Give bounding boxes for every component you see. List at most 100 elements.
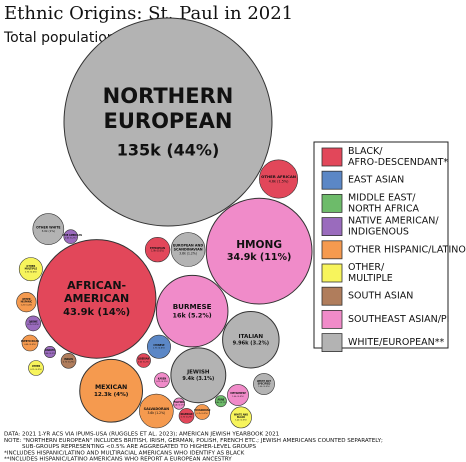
note: NOTE: "NORTHERN EUROPEAN" INCLUDES BRITI… bbox=[4, 438, 383, 444]
bubble-label: SCANDINAVIAN bbox=[174, 248, 203, 252]
bubble-value-label: 9.96k (3.2%) bbox=[233, 341, 269, 347]
bubble-value-label: 0.7k (0.2%) bbox=[27, 324, 39, 326]
legend-label: EAST ASIAN bbox=[348, 175, 404, 186]
bubble-value-label: 3.6k (1.2%) bbox=[179, 252, 197, 256]
bubble-value-label: 0.6k (0.2%) bbox=[65, 237, 77, 239]
bubble-value-label: 0.7k (0.2%) bbox=[156, 381, 168, 383]
bubble-label: MULTIPLE bbox=[25, 268, 38, 271]
bubble bbox=[154, 372, 170, 388]
bubble bbox=[253, 373, 275, 395]
bubble-label: EUROPEAN bbox=[104, 109, 233, 133]
bubble-label: DAKOTA bbox=[45, 349, 55, 352]
bubble-value-label: 4.6k (1.5%) bbox=[269, 179, 290, 183]
bubble-label: CHINESE bbox=[153, 344, 165, 347]
bubble bbox=[144, 237, 171, 263]
bubble-label: OJIBWE bbox=[29, 321, 38, 324]
bubble bbox=[194, 404, 211, 420]
legend-label: AFRO-DESCENDANT* bbox=[348, 157, 448, 168]
legend-swatch bbox=[321, 170, 343, 190]
bubble-value-label: 0.7k (0.2%) bbox=[63, 362, 75, 364]
bubble-label: JEWISH bbox=[186, 370, 210, 376]
bubble-label: INDIAN bbox=[64, 358, 73, 361]
bubble-label: ITALIAN bbox=[239, 334, 264, 340]
note: SUB-GROUPS REPRESENTING <0.5% ARE AGGREG… bbox=[22, 444, 256, 450]
bubble-label: NATIVE AMERICAN bbox=[59, 234, 82, 237]
bubble-value-label: 34.9k (11%) bbox=[227, 252, 292, 263]
bubble-label: WHITE NOT bbox=[257, 380, 271, 383]
bubble bbox=[63, 229, 78, 244]
bubble-value-label: 0.7k (0.2%) bbox=[197, 413, 209, 415]
bubble bbox=[170, 347, 227, 404]
bubble-label: AFRICAN- bbox=[67, 279, 126, 292]
bubble bbox=[173, 397, 185, 410]
legend-label: SOUTHEAST ASIAN/PI bbox=[348, 314, 449, 325]
bubble-value-label: 3.6k (1.2%) bbox=[148, 411, 166, 415]
bubble-value-label: 3.0k (1%) bbox=[42, 229, 56, 233]
legend-swatch bbox=[321, 193, 343, 213]
bubble-label: BURMESE bbox=[173, 302, 212, 311]
legend-swatch bbox=[321, 147, 343, 167]
bubble-value-label: 0.7k (0.2%) bbox=[181, 417, 193, 419]
bubble-label: PUERTO RICAN bbox=[21, 340, 39, 343]
bubble bbox=[18, 257, 43, 282]
bubble-label: SALVADORAN bbox=[144, 407, 170, 411]
legend-label: OTHER HISPANIC/LATINO bbox=[348, 244, 466, 255]
bubble-value-label: 16k (5.2%) bbox=[173, 311, 212, 319]
bubble-label: ECUADORIAN bbox=[194, 409, 210, 412]
bubble bbox=[63, 17, 273, 227]
bubble-label: ETHIOPIAN bbox=[150, 246, 165, 250]
bubble bbox=[136, 353, 151, 368]
bubble bbox=[178, 408, 195, 424]
bubble-value-label: 1.2k (0.4%) bbox=[21, 304, 33, 306]
bubble bbox=[16, 292, 37, 313]
bubble bbox=[79, 358, 144, 423]
bubble bbox=[155, 274, 229, 348]
bubble-label: MEXICAN bbox=[95, 384, 127, 391]
bubble-value-label: 0.4k (0.1%) bbox=[215, 402, 227, 404]
bubble-label: OTHER WHITE bbox=[36, 225, 60, 229]
bubble-value-label: 43.9k (14%) bbox=[63, 307, 130, 318]
legend-swatch bbox=[321, 309, 343, 329]
bubble-value-label: 0.7k (0.2%) bbox=[30, 369, 42, 371]
bubble-label: BLACK bbox=[237, 416, 245, 419]
bubble bbox=[44, 346, 56, 358]
bubble-value-label: 1.7k (0.6%) bbox=[25, 271, 37, 273]
legend-swatch bbox=[321, 333, 343, 353]
legend-label: OTHER/ bbox=[348, 262, 385, 273]
bubble bbox=[139, 393, 174, 429]
note: DATA: 2021 1-YR ACS VIA IPUMS-USA (RUGGL… bbox=[4, 432, 280, 438]
bubble-label: HISPANIC bbox=[21, 301, 33, 304]
bubble bbox=[259, 159, 299, 199]
legend-label: MULTIPLE bbox=[348, 273, 393, 284]
bubble-value-label: 1.7k (0.6%) bbox=[153, 348, 165, 350]
legend-label: NORTH AFRICA bbox=[348, 203, 419, 214]
bubble-value-label: 0.8k (0.3%) bbox=[24, 344, 36, 346]
bubble-label: OTHER bbox=[32, 365, 41, 368]
bubble-value-label: 0.6k (0.2%) bbox=[138, 361, 150, 363]
bubble bbox=[205, 197, 313, 305]
bubble-label: OTHER bbox=[26, 265, 35, 268]
bubble bbox=[214, 395, 227, 408]
chart-title: Ethnic Origins: St. Paul in 2021 bbox=[4, 3, 293, 24]
legend-swatch bbox=[321, 217, 343, 237]
bubble bbox=[230, 406, 252, 429]
bubble-label: FILIPINO bbox=[174, 401, 185, 404]
bubble-label: NIGERIAN bbox=[181, 413, 193, 416]
legend-label: WHITE/EUROPEAN** bbox=[348, 337, 444, 348]
bubble-label: OTHER AFRICAN bbox=[261, 174, 296, 179]
bubble bbox=[28, 360, 44, 376]
bubble-value-label: 0.4k (0.1%) bbox=[173, 404, 185, 406]
legend-label: NATIVE AMERICAN/ bbox=[348, 216, 439, 227]
bubble-value-label: 135k (44%) bbox=[117, 140, 220, 159]
bubble bbox=[21, 334, 39, 352]
bubble-label: AMERICAN bbox=[64, 292, 129, 305]
bubble bbox=[227, 384, 249, 406]
note: **INCLUDES HISPANIC/LATINO AMERICANS WHO… bbox=[4, 457, 232, 462]
bubble bbox=[147, 334, 171, 359]
legend-swatch bbox=[321, 286, 343, 306]
bubble-label: OTHER bbox=[22, 298, 31, 301]
bubble bbox=[36, 239, 157, 359]
legend-label: BLACK/ bbox=[348, 146, 383, 157]
bubble-label: NORTHERN bbox=[103, 84, 234, 108]
